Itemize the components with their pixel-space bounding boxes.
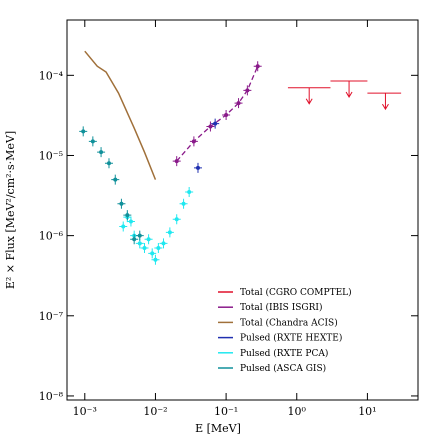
data-point	[255, 64, 260, 69]
data-point	[99, 150, 104, 155]
data-point	[213, 121, 218, 126]
x-tick-label: 10¹	[358, 405, 376, 418]
data-point	[121, 224, 126, 229]
data-point	[156, 246, 161, 251]
x-tick-label: 10⁻³	[73, 405, 97, 418]
data-point	[146, 237, 151, 242]
legend-label: Total (IBIS ISGRI)	[240, 302, 322, 313]
data-point	[245, 88, 250, 93]
upper-limit-arrow	[382, 93, 389, 111]
data-point	[142, 246, 147, 251]
x-axis-label: E [MeV]	[195, 422, 241, 435]
y-tick-label: 10⁻⁸	[39, 390, 64, 403]
data-point	[167, 230, 172, 235]
x-tick-label: 10⁰	[288, 405, 307, 418]
legend-label: Pulsed (RXTE HEXTE)	[240, 333, 342, 344]
legend-label: Total (Chandra ACIS)	[240, 317, 338, 328]
plot-frame	[66, 19, 419, 401]
data-point	[132, 237, 137, 242]
data-point	[187, 190, 192, 195]
data-point	[113, 177, 118, 182]
data-point	[191, 139, 196, 144]
data-point	[236, 101, 241, 106]
data-point	[128, 219, 133, 224]
data-point	[161, 241, 166, 246]
y-axis-label: E² × Flux [MeV²/cm²·s·MeV]	[4, 131, 17, 289]
data-point	[224, 112, 229, 117]
data-point	[81, 129, 86, 134]
y-tick-label: 10⁻⁷	[39, 310, 64, 323]
upper-limit-arrow	[345, 80, 353, 98]
legend-label: Pulsed (ASCA GIS)	[240, 363, 326, 374]
y-tick-label: 10⁻⁵	[39, 149, 63, 162]
series-line	[84, 50, 157, 180]
data-point	[208, 124, 213, 129]
data-point	[195, 165, 200, 170]
y-tick-label: 10⁻⁴	[39, 69, 64, 82]
x-tick-label: 10⁻²	[143, 405, 167, 418]
data-point	[137, 233, 142, 238]
data-point	[174, 217, 179, 222]
data-point	[106, 161, 111, 166]
data-point	[125, 213, 130, 218]
data-point	[153, 257, 158, 262]
legend-label: Total (CGRO COMPTEL)	[240, 287, 352, 298]
data-point	[137, 241, 142, 246]
data-point	[150, 251, 155, 256]
legend-label: Pulsed (RXTE PCA)	[240, 348, 328, 359]
x-tick-label: 10⁻¹	[214, 405, 238, 418]
data-point	[174, 159, 179, 164]
data-point	[119, 201, 124, 206]
upper-limit-arrow	[305, 87, 313, 105]
y-tick-label: 10⁻⁶	[39, 230, 64, 243]
series-line	[176, 65, 259, 162]
data-point	[90, 139, 95, 144]
data-point	[181, 201, 186, 206]
